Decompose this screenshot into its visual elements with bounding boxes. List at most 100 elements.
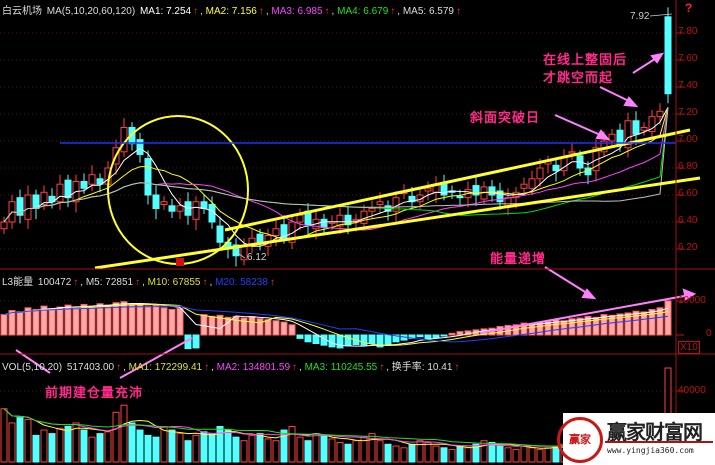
candlestick-series	[0, 7, 672, 267]
energy-bar	[608, 314, 616, 336]
energy-bar	[312, 334, 320, 344]
volume-bar	[312, 433, 320, 463]
arrow-icon	[544, 266, 591, 296]
energy-bar	[568, 318, 576, 336]
up-arrow-icon: ↑	[455, 6, 461, 17]
volume-bar	[216, 426, 224, 463]
volume-bar	[40, 429, 48, 463]
candle-down	[232, 244, 240, 257]
volume-bar	[304, 440, 312, 463]
ma3-line	[3, 107, 669, 231]
price-tick: 7.80	[678, 26, 698, 37]
energy-bar	[216, 314, 224, 336]
energy-bar	[328, 334, 336, 348]
energy-bar	[224, 316, 232, 336]
volume-bar	[248, 434, 256, 463]
volume-bar	[416, 440, 424, 463]
energy-bar	[24, 307, 32, 336]
candle-down	[456, 195, 464, 199]
energy-bar	[296, 334, 304, 339]
volume-ma-line	[3, 408, 661, 448]
volume-bar	[264, 438, 272, 463]
candle-up	[288, 221, 296, 243]
volume-bar	[328, 438, 336, 463]
energy-bar	[240, 317, 248, 336]
energy-bar	[144, 305, 152, 336]
candle-up	[640, 127, 648, 131]
energy-bar	[80, 303, 88, 336]
up-arrow-icon: ↑	[454, 362, 460, 373]
annotation-consolidate-line1: 在线上整固后	[543, 53, 628, 68]
volume-bar	[544, 447, 552, 463]
energy-bar	[48, 307, 56, 336]
energy-name: L3能量	[2, 277, 34, 288]
volume-bars	[0, 367, 672, 463]
energy-bar	[136, 303, 144, 336]
candle-down	[440, 183, 448, 196]
volume-ma3: MA3: 110245.55	[304, 362, 378, 373]
energy-bar	[40, 305, 48, 336]
watermark-url: www.yingjia360.com	[607, 446, 694, 455]
ma5-value: MA5: 6.579	[402, 6, 454, 17]
volume-bar	[320, 434, 328, 463]
energy-bar	[304, 334, 312, 343]
volume-bar	[448, 449, 456, 463]
volume-bar	[296, 436, 304, 463]
volume-bar	[440, 447, 448, 463]
price-tick: 7.20	[678, 107, 698, 118]
volume-bar	[32, 434, 40, 463]
energy-bar	[616, 313, 624, 336]
price-tick: 6.40	[678, 215, 698, 226]
watermark-logo: 赢家 赢家财富网 www.yingjia360.com	[557, 413, 715, 465]
energy-bar	[232, 315, 240, 336]
arrows	[15, 52, 697, 379]
low-leader	[235, 251, 246, 259]
candle-up	[528, 178, 536, 189]
volume-bar	[424, 441, 432, 463]
candle-up	[520, 183, 528, 189]
volume-bar	[152, 436, 160, 463]
candle-down	[136, 139, 144, 155]
volume-bar	[368, 433, 376, 463]
volume-bar	[496, 445, 504, 463]
energy-bar	[16, 311, 24, 336]
help-icon[interactable]: ?	[685, 1, 693, 15]
up-arrow-icon: ↑	[258, 6, 264, 17]
annotation-overlay	[15, 13, 701, 379]
energy-bar	[120, 301, 128, 336]
energy-ma-line	[3, 305, 669, 343]
energy-bar	[104, 304, 112, 336]
energy-bar	[376, 334, 384, 348]
candle-up	[424, 187, 432, 192]
ma2-value: MA2: 7.156	[205, 6, 257, 17]
volume-bar	[112, 411, 120, 463]
energy-m20: M20: 58238	[215, 277, 268, 288]
energy-bar	[288, 324, 296, 336]
volume-indicator-header: VOL(5,10,20) 517403.00 ↑, MA1: 172299.41 ↑…	[2, 362, 460, 373]
volume-bar	[336, 441, 344, 463]
low-price-label: 6.12	[247, 252, 267, 263]
candle-up	[376, 201, 384, 205]
candle-down	[320, 218, 328, 228]
turnover-rate: 换手率: 10.41	[391, 362, 453, 373]
candle-up	[328, 221, 336, 224]
main-indicator-header: 白云机场 MA(5,10,20,60,120) MA1: 7.254 ↑, MA2…	[2, 6, 461, 17]
arrow-head-icon	[650, 52, 665, 64]
energy-ma-line	[3, 303, 669, 347]
ma1-line	[3, 107, 669, 247]
ma1-value: MA1: 7.254	[139, 6, 192, 17]
energy-value: 100472	[37, 277, 72, 288]
energy-bar	[424, 334, 432, 340]
annotation-breakout: 斜面突破日	[470, 111, 541, 126]
volume-bar	[88, 436, 96, 463]
volume-bar	[8, 422, 16, 463]
up-arrow-icon: ↑	[292, 362, 298, 373]
up-arrow-icon: ↑	[269, 277, 275, 288]
volume-bar	[72, 422, 80, 463]
volume-bar	[480, 440, 488, 463]
energy-bar	[448, 332, 456, 336]
candle-up	[568, 151, 576, 154]
volume-bar	[512, 449, 520, 463]
price-tick: 6.60	[678, 188, 698, 199]
